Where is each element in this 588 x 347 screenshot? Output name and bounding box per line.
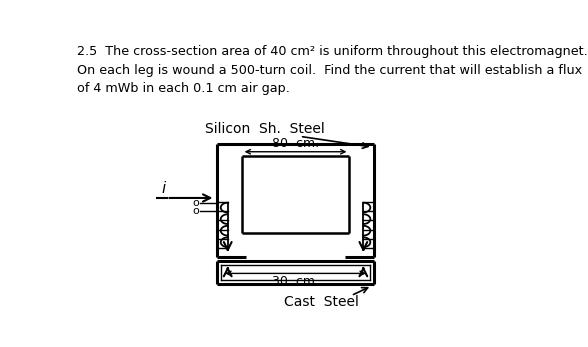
Text: i: i (161, 181, 166, 196)
Text: Cast  Steel: Cast Steel (284, 295, 359, 309)
Text: 2.5  The cross-section area of 40 cm² is uniform throughout this electromagnet.
: 2.5 The cross-section area of 40 cm² is … (78, 45, 588, 95)
Text: o: o (193, 206, 199, 216)
Text: 30  cm.: 30 cm. (272, 275, 319, 288)
Text: o: o (193, 198, 199, 208)
Text: Silicon  Sh.  Steel: Silicon Sh. Steel (205, 121, 325, 136)
Text: 80  cm.: 80 cm. (272, 137, 319, 150)
